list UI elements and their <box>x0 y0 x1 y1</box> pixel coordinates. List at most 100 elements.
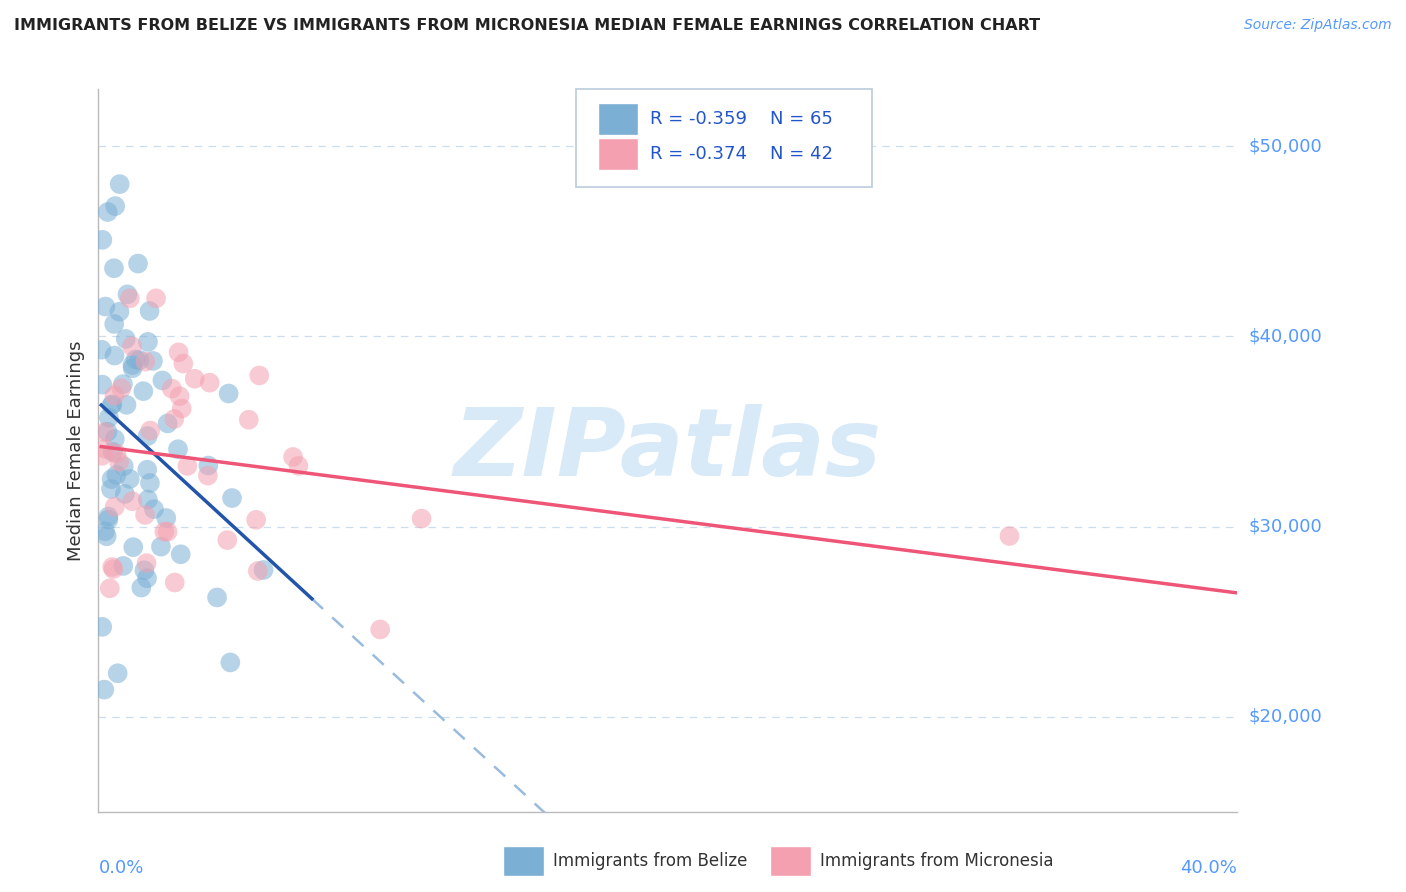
Point <box>107 666 129 681</box>
Point <box>103 388 125 402</box>
Point <box>247 368 270 383</box>
Point <box>105 446 128 460</box>
Point <box>163 575 186 590</box>
Point <box>112 459 135 474</box>
Point <box>156 417 179 431</box>
Point <box>135 556 157 570</box>
Point <box>167 442 190 457</box>
Point <box>100 482 122 496</box>
Point <box>121 361 143 376</box>
Point <box>97 509 120 524</box>
Point <box>114 332 136 346</box>
Text: IMMIGRANTS FROM BELIZE VS IMMIGRANTS FROM MICRONESIA MEDIAN FEMALE EARNINGS CORR: IMMIGRANTS FROM BELIZE VS IMMIGRANTS FRO… <box>14 18 1040 33</box>
Point <box>93 425 115 439</box>
Point <box>93 682 115 697</box>
Point <box>104 432 127 446</box>
Point <box>149 540 172 554</box>
Point <box>197 468 219 483</box>
Point <box>163 412 186 426</box>
Point <box>136 429 159 443</box>
Point <box>97 205 120 219</box>
Y-axis label: Median Female Earnings: Median Female Earnings <box>66 340 84 561</box>
Point <box>170 547 193 561</box>
Point <box>217 533 239 547</box>
Point <box>100 398 122 412</box>
Point <box>103 317 125 331</box>
Point <box>131 581 153 595</box>
Point <box>183 372 205 386</box>
Point <box>138 304 160 318</box>
Text: Immigrants from Belize: Immigrants from Belize <box>553 852 747 870</box>
Text: R = -0.374    N = 42: R = -0.374 N = 42 <box>650 145 832 163</box>
Point <box>287 458 309 473</box>
Point <box>198 376 221 390</box>
Point <box>167 345 190 359</box>
Text: 0.0%: 0.0% <box>98 859 143 877</box>
Point <box>122 540 145 554</box>
Text: Immigrants from Micronesia: Immigrants from Micronesia <box>820 852 1053 870</box>
Point <box>219 656 242 670</box>
Point <box>160 382 183 396</box>
Point <box>90 343 112 357</box>
Point <box>142 354 165 368</box>
Point <box>101 397 124 411</box>
Point <box>139 475 162 490</box>
Point <box>96 529 118 543</box>
Point <box>368 623 391 637</box>
Point <box>172 357 194 371</box>
Point <box>121 358 143 372</box>
Point <box>134 508 156 522</box>
Point <box>153 524 176 539</box>
Point <box>103 349 125 363</box>
Point <box>105 467 128 482</box>
Point <box>142 502 165 516</box>
Point <box>96 425 118 439</box>
Point <box>205 591 228 605</box>
Point <box>998 529 1021 543</box>
Point <box>136 463 159 477</box>
Point <box>91 377 114 392</box>
Point <box>104 500 127 514</box>
Point <box>156 524 179 539</box>
Point <box>103 261 125 276</box>
Point <box>121 339 143 353</box>
Text: $40,000: $40,000 <box>1249 327 1323 345</box>
Point <box>94 442 117 456</box>
Point <box>139 424 162 438</box>
Point <box>132 384 155 399</box>
Point <box>104 199 127 213</box>
Point <box>118 472 141 486</box>
Point <box>98 582 121 596</box>
Point <box>136 492 159 507</box>
Point <box>136 571 159 585</box>
Point <box>252 563 274 577</box>
Point <box>150 374 173 388</box>
Point <box>281 450 304 464</box>
Point <box>101 560 124 574</box>
Text: $50,000: $50,000 <box>1249 137 1323 155</box>
Point <box>169 389 191 403</box>
Point <box>155 511 177 525</box>
Point <box>111 377 134 392</box>
Point <box>94 524 117 539</box>
Point <box>108 455 131 469</box>
Point <box>238 413 260 427</box>
Point <box>103 562 125 576</box>
Point <box>134 563 156 577</box>
Point <box>218 386 240 401</box>
Point <box>246 564 269 578</box>
Point <box>411 511 433 525</box>
Point <box>127 256 149 270</box>
Point <box>94 300 117 314</box>
Point <box>97 410 120 425</box>
Point <box>197 458 219 473</box>
Point <box>221 491 243 505</box>
Text: Source: ZipAtlas.com: Source: ZipAtlas.com <box>1244 18 1392 32</box>
Point <box>136 334 159 349</box>
Point <box>145 291 167 305</box>
Point <box>176 458 198 473</box>
Point <box>110 381 132 395</box>
Point <box>121 494 143 508</box>
Text: $30,000: $30,000 <box>1249 517 1323 535</box>
Point <box>117 287 139 301</box>
